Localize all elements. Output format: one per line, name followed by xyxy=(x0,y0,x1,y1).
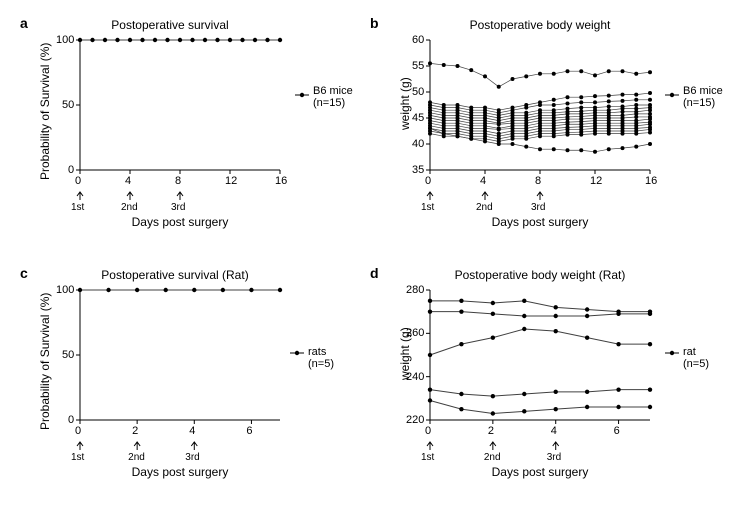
x-tick-label: 0 xyxy=(75,175,81,187)
panel-b-xlabel: Days post surgery xyxy=(475,215,605,229)
panel-a: a Postoperative survival Probability of … xyxy=(20,10,360,240)
panel-c-title: Postoperative survival (Rat) xyxy=(75,268,275,282)
x-tick-label: 0 xyxy=(75,425,81,437)
y-tick-label: 260 xyxy=(406,327,424,339)
panel-b-label: b xyxy=(370,15,379,31)
y-tick-label: 50 xyxy=(62,99,74,111)
x-tick-label: 6 xyxy=(614,425,620,437)
arrow-label: 1st xyxy=(421,452,434,463)
arrow-label: 1st xyxy=(421,202,434,213)
x-tick-label: 16 xyxy=(275,175,287,187)
arrow-label: 1st xyxy=(71,202,84,213)
panel-b-legend: B6 mice (n=15) xyxy=(665,90,683,103)
panel-d-legend: rat (n=5) xyxy=(665,348,683,361)
arrow-label: 2nd xyxy=(121,202,138,213)
x-tick-label: 0 xyxy=(425,425,431,437)
y-tick-label: 50 xyxy=(62,349,74,361)
panel-d: d Postoperative body weight (Rat) weight… xyxy=(370,260,730,490)
x-tick-label: 6 xyxy=(246,425,252,437)
y-tick-label: 0 xyxy=(68,414,74,426)
x-tick-label: 12 xyxy=(225,175,237,187)
panel-a-ylabel: Probability of Survival (%) xyxy=(38,43,52,180)
panel-a-title: Postoperative survival xyxy=(80,18,260,32)
x-tick-label: 16 xyxy=(645,175,657,187)
panel-d-label: d xyxy=(370,265,379,281)
panel-c: c Postoperative survival (Rat) Probabili… xyxy=(20,260,360,490)
figure: a Postoperative survival Probability of … xyxy=(0,0,734,508)
panel-a-label: a xyxy=(20,15,28,31)
x-tick-label: 8 xyxy=(535,175,541,187)
x-tick-label: 4 xyxy=(480,175,486,187)
y-tick-label: 100 xyxy=(56,34,74,46)
panel-c-xlabel: Days post surgery xyxy=(115,465,245,479)
x-tick-label: 4 xyxy=(125,175,131,187)
arrow-label: 3rd xyxy=(547,452,561,463)
panel-b-plot xyxy=(430,40,650,170)
y-tick-label: 240 xyxy=(406,371,424,383)
arrow-label: 2nd xyxy=(476,202,493,213)
y-tick-label: 220 xyxy=(406,414,424,426)
y-tick-label: 280 xyxy=(406,284,424,296)
arrow-label: 2nd xyxy=(484,452,501,463)
x-tick-label: 12 xyxy=(590,175,602,187)
y-tick-label: 50 xyxy=(412,86,424,98)
x-tick-label: 4 xyxy=(189,425,195,437)
y-tick-label: 60 xyxy=(412,34,424,46)
y-tick-label: 100 xyxy=(56,284,74,296)
x-tick-label: 2 xyxy=(488,425,494,437)
panel-c-ylabel: Probability of Survival (%) xyxy=(38,293,52,430)
x-tick-label: 0 xyxy=(425,175,431,187)
panel-a-legend: B6 mice (n=15) xyxy=(295,90,313,103)
panel-b-title: Postoperative body weight xyxy=(440,18,640,32)
panel-b-legend-text: B6 mice (n=15) xyxy=(683,85,723,109)
y-tick-label: 35 xyxy=(412,164,424,176)
panel-a-legend-text: B6 mice (n=15) xyxy=(313,85,353,109)
arrow-label: 1st xyxy=(71,452,84,463)
panel-c-legend-text: rats (n=5) xyxy=(308,346,334,370)
panel-b: b Postoperative body weight weight (g) D… xyxy=(370,10,730,240)
panel-c-plot xyxy=(80,290,280,420)
arrow-label: 3rd xyxy=(185,452,199,463)
x-tick-label: 2 xyxy=(132,425,138,437)
panel-b-ylabel: weight (g) xyxy=(398,77,412,130)
panel-a-xlabel: Days post surgery xyxy=(115,215,245,229)
y-tick-label: 40 xyxy=(412,138,424,150)
panel-d-legend-text: rat (n=5) xyxy=(683,346,709,370)
panel-c-legend: rats (n=5) xyxy=(290,348,308,361)
panel-a-plot xyxy=(80,40,280,170)
panel-d-title: Postoperative body weight (Rat) xyxy=(430,268,650,282)
y-tick-label: 55 xyxy=(412,60,424,72)
y-tick-label: 45 xyxy=(412,112,424,124)
panel-c-label: c xyxy=(20,265,28,281)
x-tick-label: 8 xyxy=(175,175,181,187)
panel-d-xlabel: Days post surgery xyxy=(475,465,605,479)
arrow-label: 2nd xyxy=(128,452,145,463)
x-tick-label: 4 xyxy=(551,425,557,437)
arrow-label: 3rd xyxy=(171,202,185,213)
panel-d-plot xyxy=(430,290,650,420)
arrow-label: 3rd xyxy=(531,202,545,213)
y-tick-label: 0 xyxy=(68,164,74,176)
